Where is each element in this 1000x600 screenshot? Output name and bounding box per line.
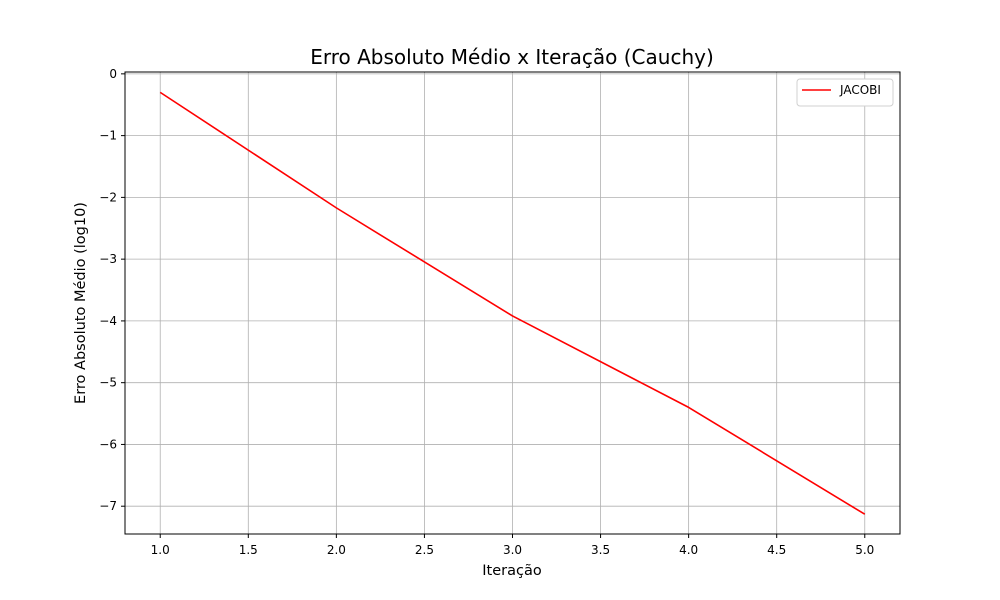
y-tick-label: −6 [99, 437, 117, 451]
x-tick-label: 1.0 [151, 543, 170, 557]
y-axis-label: Erro Absoluto Médio (log10) [73, 202, 89, 404]
y-tick-label: −4 [99, 314, 117, 328]
series-layer [159, 91, 866, 515]
y-axis: 0 −1 −2 −3 −4 −5 −6 −7 [99, 67, 125, 513]
legend-box [796, 78, 894, 107]
grid [125, 72, 900, 534]
x-tick-label: 5.0 [855, 543, 874, 557]
legend-label-jacobi: JACOBI [839, 83, 881, 97]
x-axis: 1.0 1.5 2.0 2.5 3.0 3.5 4.0 4.5 5.0 [151, 534, 874, 557]
x-axis-label: Iteração [482, 563, 542, 579]
y-tick-label: −5 [99, 376, 117, 390]
y-tick-label: −1 [99, 129, 117, 143]
y-tick-label: −2 [99, 190, 117, 204]
series-line-jacobi [159, 91, 866, 515]
y-tick-label: −3 [99, 252, 117, 266]
x-tick-label: 2.0 [327, 543, 346, 557]
y-tick-label: 0 [109, 67, 117, 81]
x-tick-label: 4.5 [767, 543, 786, 557]
x-tick-label: 3.5 [591, 543, 610, 557]
x-tick-label: 2.5 [415, 543, 434, 557]
legend: JACOBI [796, 78, 894, 107]
x-tick-label: 3.0 [503, 543, 522, 557]
y-tick-label: −7 [99, 499, 117, 513]
chart-title: Erro Absoluto Médio x Iteração (Cauchy) [310, 45, 714, 69]
x-tick-label: 4.0 [679, 543, 698, 557]
x-tick-label: 1.5 [239, 543, 258, 557]
